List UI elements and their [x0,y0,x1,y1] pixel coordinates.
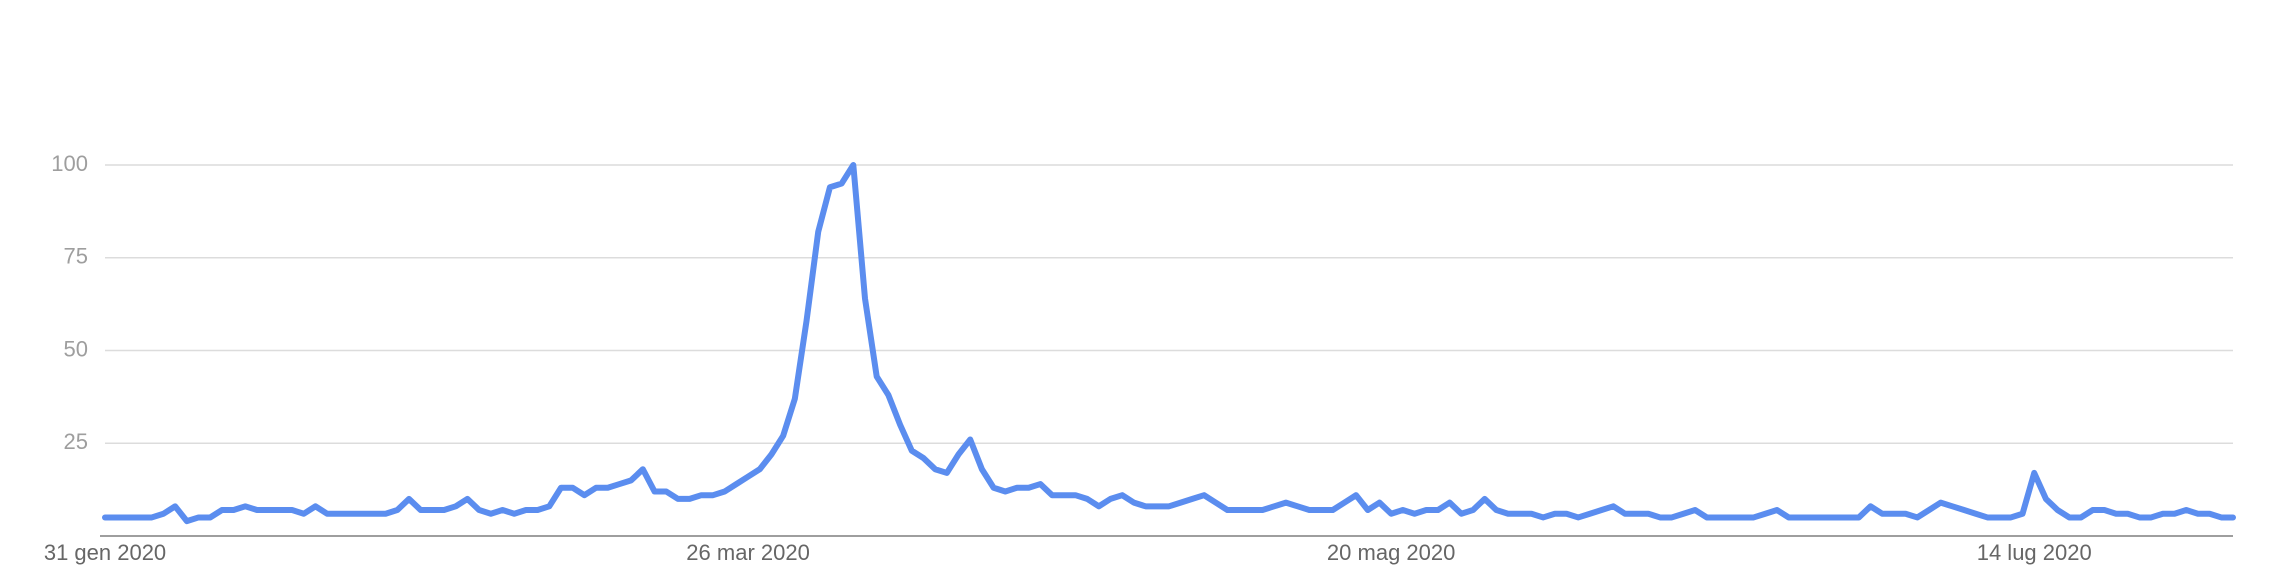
x-tick-label: 14 lug 2020 [1977,540,2092,565]
x-tick-label: 20 mag 2020 [1327,540,1455,565]
y-tick-label: 25 [64,429,88,454]
trend-line [102,162,2236,525]
y-tick-label: 50 [64,336,88,361]
y-tick-label: 75 [64,244,88,269]
y-tick-label: 100 [51,151,88,176]
x-tick-label: 26 mar 2020 [686,540,810,565]
x-tick-label: 31 gen 2020 [44,540,166,565]
